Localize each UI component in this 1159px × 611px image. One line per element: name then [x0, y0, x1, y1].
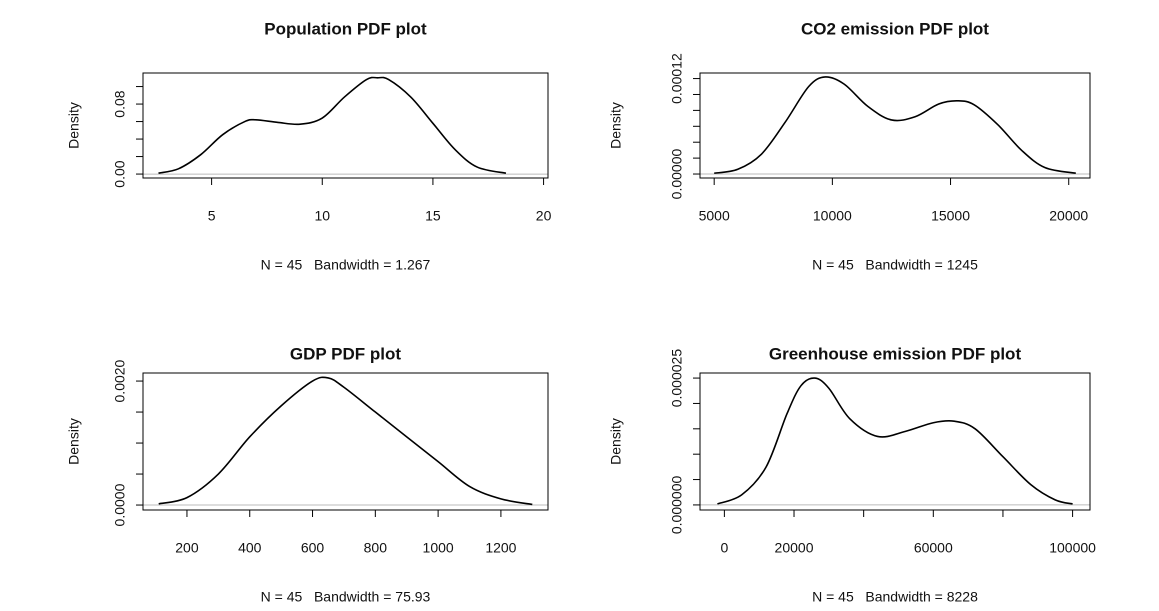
y-tick-label: 0.00000	[669, 149, 685, 200]
x-axis-label: N = 45 Bandwidth = 8228	[812, 589, 978, 605]
x-axis-label: N = 45 Bandwidth = 1245	[812, 257, 978, 273]
chart-title: Greenhouse emission PDF plot	[769, 344, 1022, 363]
y-tick-label: 0.00012	[669, 53, 685, 104]
x-tick-label: 60000	[914, 540, 953, 556]
y-axis-label: Density	[66, 102, 82, 149]
x-tick-label: 15	[425, 208, 441, 224]
x-tick-label: 20000	[1049, 208, 1088, 224]
x-tick-label: 20000	[775, 540, 814, 556]
y-tick-label: 0.00	[112, 160, 128, 187]
x-tick-label: 10000	[813, 208, 852, 224]
y-tick-label: 0.08	[112, 90, 128, 117]
chart-title: Population PDF plot	[264, 19, 427, 38]
y-tick-label: 0.0020	[112, 359, 128, 402]
x-tick-label: 200	[175, 540, 199, 556]
x-tick-label: 0	[720, 540, 728, 556]
plot-box	[142, 72, 549, 179]
x-tick-label: 5000	[699, 208, 730, 224]
y-tick-label: 0.000025	[669, 349, 685, 408]
plot-box	[699, 372, 1091, 511]
x-axis-label: N = 45 Bandwidth = 1.267	[261, 257, 431, 273]
x-tick-label: 600	[301, 540, 325, 556]
x-tick-label: 20	[536, 208, 552, 224]
x-tick-label: 1000	[423, 540, 454, 556]
x-tick-label: 1200	[485, 540, 516, 556]
y-axis-label: Density	[66, 418, 82, 465]
x-tick-label: 15000	[931, 208, 970, 224]
chart-title: GDP PDF plot	[290, 344, 401, 363]
plot-box	[699, 72, 1091, 179]
y-tick-label: 0.000000	[669, 476, 685, 535]
x-tick-label: 100000	[1049, 540, 1096, 556]
density-curve	[714, 76, 1076, 175]
y-axis-label: Density	[608, 102, 624, 149]
x-tick-label: 10	[314, 208, 330, 224]
x-axis-label: N = 45 Bandwidth = 75.93	[261, 589, 431, 605]
plot-box	[142, 372, 549, 511]
chart-title: CO2 emission PDF plot	[801, 19, 989, 38]
density-curve	[158, 376, 533, 506]
y-axis-label: Density	[608, 418, 624, 465]
x-tick-label: 800	[364, 540, 388, 556]
x-tick-label: 5	[208, 208, 216, 224]
x-tick-label: 400	[238, 540, 262, 556]
density-curve	[717, 377, 1073, 505]
density-curve	[158, 76, 507, 174]
y-tick-label: 0.0000	[112, 483, 128, 526]
